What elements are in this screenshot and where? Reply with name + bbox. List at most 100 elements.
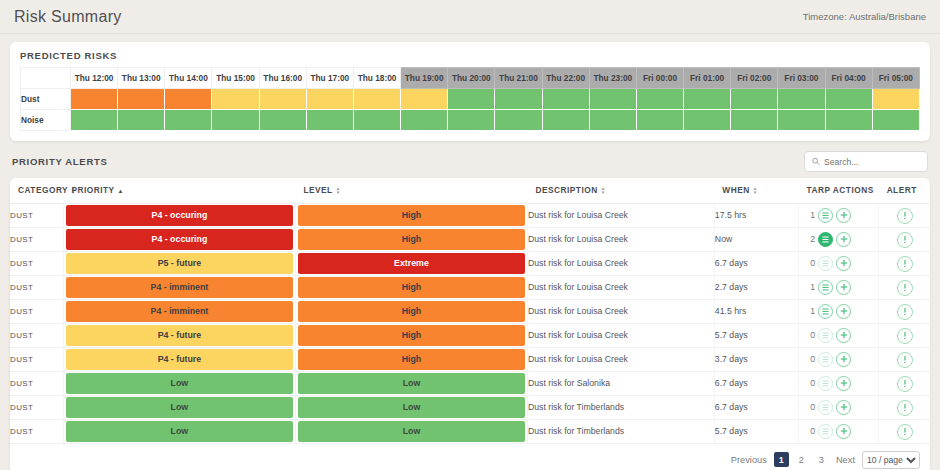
search-box[interactable] [804,151,928,172]
timeline-risk-cell[interactable] [636,110,683,131]
alert-info-button[interactable] [897,424,913,440]
tarp-list-button[interactable] [818,304,833,319]
column-header-when[interactable]: WHEN▲▼ [714,178,798,203]
timeline-risk-cell[interactable] [71,110,118,131]
tarp-add-button[interactable] [836,352,851,367]
timeline-risk-cell[interactable] [778,110,825,131]
priority-alerts-title: PRIORITY ALERTS [12,156,107,167]
when-cell: 2.7 days [714,275,798,299]
timeline-risk-cell[interactable] [401,89,448,110]
tarp-add-button[interactable] [836,256,851,271]
timeline-risk-cell[interactable] [401,110,448,131]
tarp-add-button[interactable] [836,328,851,343]
tarp-add-button[interactable] [836,424,851,439]
timeline-risk-cell[interactable] [71,89,118,110]
pagination-page-3[interactable]: 3 [814,452,829,467]
column-header-description[interactable]: DESCRIPTION▲▼ [527,178,714,203]
timeline-risk-cell[interactable] [259,110,306,131]
tarp-add-button[interactable] [836,232,851,247]
alert-table-row[interactable]: DUST Low Low Dust risk for Salonika 6.7 … [10,371,930,395]
page-size-select[interactable]: 10 / page [862,451,920,469]
timeline-risk-cell[interactable] [353,110,400,131]
tarp-list-button[interactable] [818,376,833,391]
tarp-add-button[interactable] [836,304,851,319]
tarp-count: 0 [807,330,815,340]
timeline-risk-cell[interactable] [825,110,872,131]
timeline-risk-cell[interactable] [165,89,212,110]
timeline-risk-cell[interactable] [448,110,495,131]
alert-info-button[interactable] [897,208,913,224]
tarp-list-button[interactable] [818,400,833,415]
timeline-risk-cell[interactable] [589,110,636,131]
tarp-list-button[interactable] [818,352,833,367]
alert-table-row[interactable]: DUST P4 - imminent High Dust risk for Lo… [10,275,930,299]
alert-table-row[interactable]: DUST P4 - future High Dust risk for Loui… [10,323,930,347]
pagination-next[interactable]: Next [836,455,855,465]
pagination-previous[interactable]: Previous [731,455,767,465]
tarp-list-button[interactable] [818,208,833,223]
alert-info-button[interactable] [897,376,913,392]
timeline-risk-cell[interactable] [872,89,919,110]
tarp-list-button[interactable] [818,328,833,343]
tarp-add-button[interactable] [836,280,851,295]
timeline-risk-cell[interactable] [778,89,825,110]
timeline-risk-cell[interactable] [731,110,778,131]
alert-table-row[interactable]: DUST P4 - future High Dust risk for Loui… [10,347,930,371]
priority-cell: P4 - occuring [63,227,295,251]
timeline-risk-cell[interactable] [636,89,683,110]
alert-info-button[interactable] [897,352,913,368]
tarp-list-button[interactable] [818,280,833,295]
alert-info-button[interactable] [897,256,913,272]
tarp-list-button[interactable] [818,256,833,271]
timeline-risk-cell[interactable] [212,89,259,110]
tarp-add-button[interactable] [836,400,851,415]
alert-info-button[interactable] [897,232,913,248]
timeline-risk-cell[interactable] [306,89,353,110]
column-header-category[interactable]: CATEGORY▲▼ [10,178,63,203]
timeline-risk-cell[interactable] [731,89,778,110]
when-cell: 6.7 days [714,251,798,275]
timeline-risk-cell[interactable] [495,110,542,131]
timeline-risk-cell[interactable] [259,89,306,110]
timeline-risk-cell[interactable] [495,89,542,110]
timeline-risk-cell[interactable] [212,110,259,131]
alert-table-row[interactable]: DUST P4 - occuring High Dust risk for Lo… [10,227,930,251]
timeline-risk-cell[interactable] [542,89,589,110]
tarp-add-button[interactable] [836,376,851,391]
alert-table-row[interactable]: DUST P4 - occuring High Dust risk for Lo… [10,203,930,227]
priority-cell: P4 - occuring [63,203,295,227]
timeline-risk-cell[interactable] [542,110,589,131]
pagination-page-1[interactable]: 1 [774,452,789,467]
timeline-risk-cell[interactable] [825,89,872,110]
timeline-risk-cell[interactable] [118,110,165,131]
alert-info-button[interactable] [897,400,913,416]
timeline-risk-cell[interactable] [872,110,919,131]
alert-info-button[interactable] [897,280,913,296]
priority-pill: Low [66,397,293,418]
timeline-risk-cell[interactable] [684,110,731,131]
column-header-level[interactable]: LEVEL▲▼ [295,178,527,203]
alert-info-button[interactable] [897,328,913,344]
alert-table-row[interactable]: DUST P4 - imminent High Dust risk for Lo… [10,299,930,323]
timeline-risk-cell[interactable] [165,110,212,131]
column-header-priority[interactable]: PRIORITY▲ [63,178,295,203]
timeline-risk-cell[interactable] [353,89,400,110]
level-pill: High [298,349,525,370]
timeline-risk-cell[interactable] [306,110,353,131]
alert-table-row[interactable]: DUST Low Low Dust risk for Timberlands 6… [10,395,930,419]
timeline-risk-cell[interactable] [684,89,731,110]
category-cell: DUST [10,419,63,443]
description-cell: Dust risk for Louisa Creek [527,203,714,227]
alert-info-button[interactable] [897,304,913,320]
tarp-list-button[interactable] [818,232,833,247]
timezone-label: Timezone: Australia/Brisbane [803,11,926,22]
tarp-list-button[interactable] [818,424,833,439]
alert-table-row[interactable]: DUST P5 - future Extreme Dust risk for L… [10,251,930,275]
search-input[interactable] [824,157,920,167]
alert-table-row[interactable]: DUST Low Low Dust risk for Timberlands 5… [10,419,930,443]
tarp-add-button[interactable] [836,208,851,223]
pagination-page-2[interactable]: 2 [794,452,809,467]
timeline-risk-cell[interactable] [589,89,636,110]
timeline-risk-cell[interactable] [448,89,495,110]
timeline-risk-cell[interactable] [118,89,165,110]
